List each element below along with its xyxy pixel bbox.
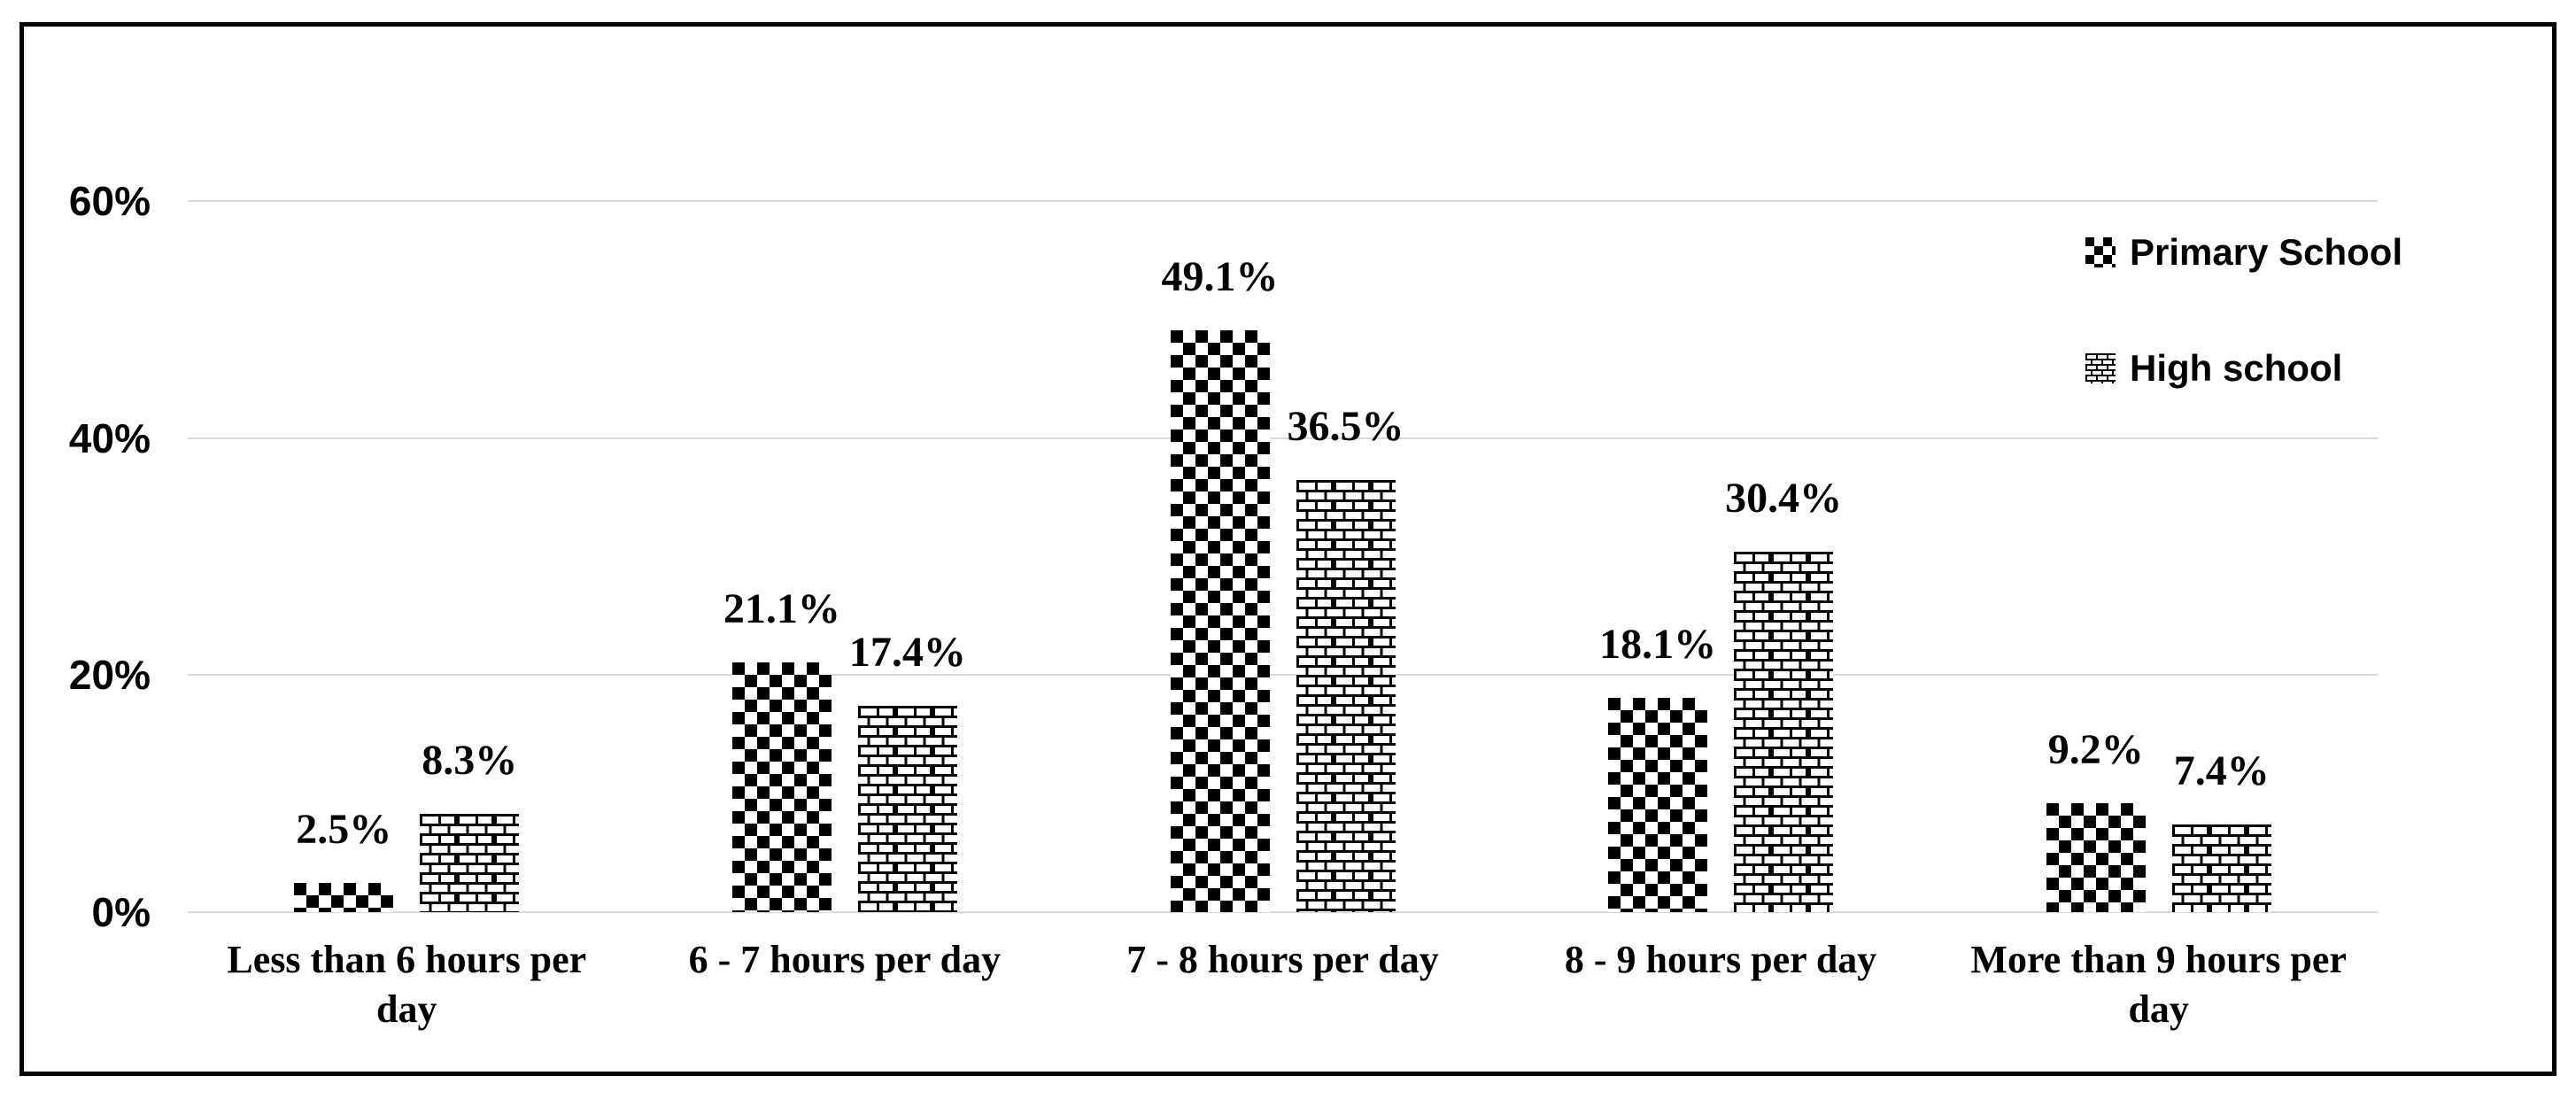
bar-primary-school xyxy=(1608,698,1708,912)
category-label: 7 - 8 hours per day xyxy=(1126,938,1439,981)
data-label-high-school: 7.4% xyxy=(2173,747,2270,794)
bar-high-school xyxy=(420,814,520,912)
gridline-40% xyxy=(188,437,2378,439)
bar-high-school xyxy=(857,706,957,912)
data-label-primary-school: 2.5% xyxy=(296,806,392,853)
data-label-high-school: 36.5% xyxy=(1287,403,1404,450)
bar-high-school xyxy=(1296,480,1396,912)
legend-label-primary-school: Primary School xyxy=(2130,231,2403,273)
category-label: Less than 6 hours per day xyxy=(227,938,587,1031)
bar-high-school xyxy=(1734,552,1834,912)
data-label-primary-school: 9.2% xyxy=(2047,726,2144,773)
y-axis-tick-label: 60% xyxy=(68,178,151,224)
data-label-primary-school: 21.1% xyxy=(723,585,840,632)
bar-primary-school xyxy=(1170,330,1270,912)
bar-primary-school xyxy=(731,662,832,912)
y-axis-tick-label: 40% xyxy=(68,414,151,461)
checkerboard-pattern-swatch-icon xyxy=(2085,237,2116,267)
chart-frame xyxy=(19,22,2557,1076)
category-label: 8 - 9 hours per day xyxy=(1564,938,1877,981)
gridline-20% xyxy=(188,674,2378,677)
data-label-primary-school: 18.1% xyxy=(1599,621,1717,668)
data-label-high-school: 17.4% xyxy=(848,629,966,676)
brick-pattern-swatch-icon xyxy=(2085,353,2116,383)
bar-primary-school xyxy=(294,883,394,912)
category-label: More than 9 hours per day xyxy=(1970,938,2347,1031)
data-label-high-school: 8.3% xyxy=(422,737,518,784)
gridline-0% xyxy=(188,911,2378,913)
legend-item-primary-school: Primary School xyxy=(2085,224,2402,281)
category-label: 6 - 7 hours per day xyxy=(688,938,1002,981)
y-axis-tick-label: 0% xyxy=(91,889,151,935)
y-axis-tick-label: 20% xyxy=(68,652,151,699)
legend-item-high-school: High school xyxy=(2085,340,2342,397)
gridline-60% xyxy=(188,200,2378,202)
data-label-primary-school: 49.1% xyxy=(1161,253,1279,300)
bar-high-school xyxy=(2171,824,2271,912)
data-label-high-school: 30.4% xyxy=(1725,475,1843,522)
bar-primary-school xyxy=(2046,803,2146,912)
legend-label-high-school: High school xyxy=(2130,347,2343,389)
